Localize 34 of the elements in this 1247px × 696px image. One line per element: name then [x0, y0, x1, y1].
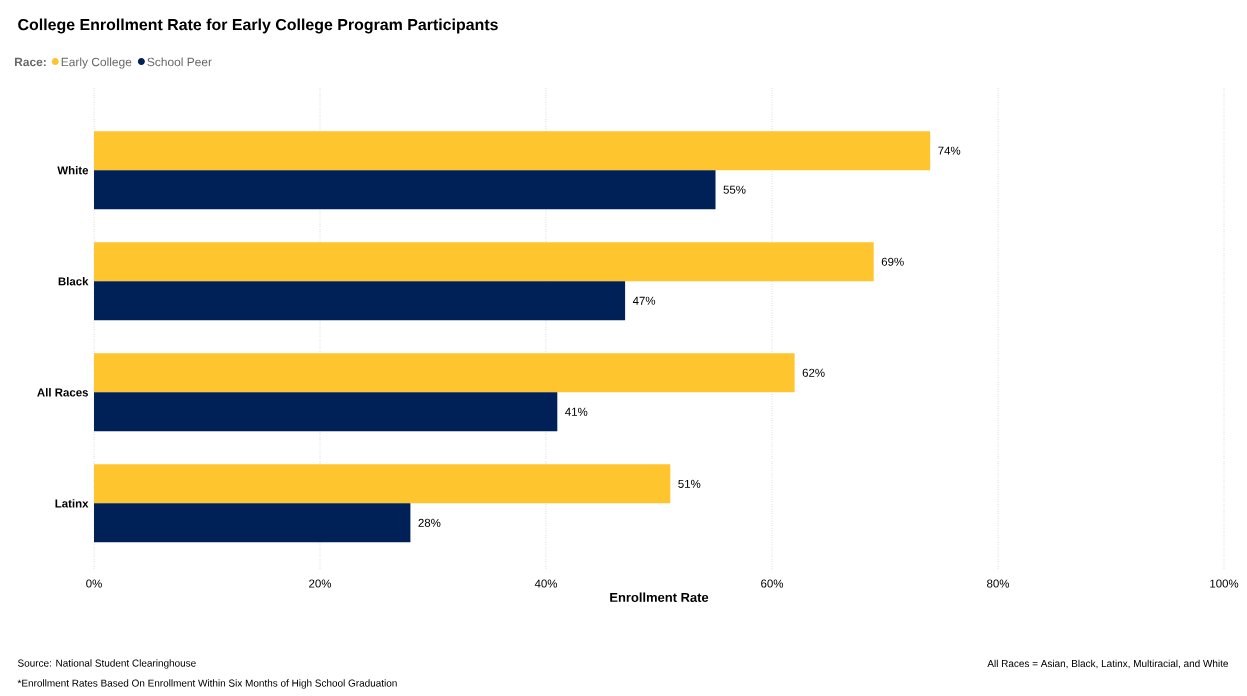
x-tick-label: 20% — [309, 579, 332, 588]
data-label: 62% — [802, 368, 825, 377]
data-label: 55% — [723, 185, 746, 194]
y-tick-label: Black — [58, 277, 89, 286]
legend-label: Early College — [61, 57, 132, 69]
x-tick-label: 80% — [987, 579, 1010, 588]
bar — [94, 281, 626, 321]
x-axis-title: Enrollment Rate — [610, 592, 709, 602]
source-note: Source: National Student Clearinghouse — [17, 659, 196, 669]
y-tick-label: All Races — [37, 388, 89, 397]
data-label: 51% — [678, 479, 701, 488]
data-label: 74% — [938, 146, 961, 155]
x-tick-label: 100% — [1210, 579, 1239, 588]
x-tick-label: 0% — [86, 579, 102, 588]
text: *Enrollment Rates Based On Enrollment Within Six Months of High School Graduation — [17, 679, 397, 689]
data-label: 69% — [881, 257, 904, 266]
text: All Races = Asian, Black, Latinx, Multiracial, and White — [987, 659, 1228, 669]
bar — [94, 242, 874, 282]
y-tick-label: White — [57, 165, 89, 175]
bar — [94, 170, 716, 210]
chart-title: College Enrollment Rate for Early College Program Participants — [18, 18, 498, 34]
legend-title: Race: — [15, 57, 46, 67]
data-label: 41% — [565, 407, 588, 416]
x-tick-label: 60% — [761, 579, 784, 588]
bar — [94, 392, 558, 432]
data-label: 28% — [418, 518, 441, 527]
x-tick-label: 40% — [534, 579, 558, 588]
data-label: 47% — [632, 296, 656, 305]
bar — [94, 503, 411, 543]
legend-label: School Peer — [147, 57, 212, 67]
bar — [94, 131, 931, 171]
bar — [94, 353, 795, 393]
y-tick-label: Latinx — [55, 499, 89, 508]
bar — [94, 464, 671, 504]
